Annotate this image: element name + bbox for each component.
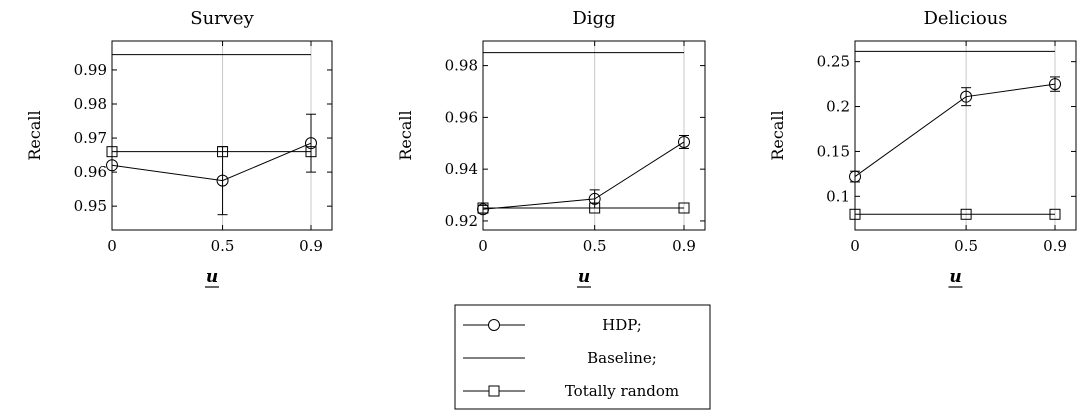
plot-frame — [111, 40, 333, 231]
data-point — [849, 170, 861, 183]
chart-panel-2: Digg 0.92 0.94 0.96 0.98 0 0.5 0.9 Recall u — [396, 8, 706, 288]
series-circle — [106, 113, 317, 216]
legend-label: HDP; — [602, 316, 642, 334]
series-square — [106, 146, 317, 158]
series-line — [854, 83, 1056, 177]
legend: HDP; Baseline; Totally random — [454, 304, 711, 410]
data-point — [960, 90, 973, 103]
chart-title: Survey — [190, 8, 254, 29]
y-tick-label: 0.2 — [826, 98, 850, 116]
y-axis-label: Recall — [25, 110, 44, 160]
x-tick-label: 0.5 — [583, 237, 607, 255]
y-tick-label: 0.25 — [817, 53, 850, 71]
y-tick-label: 0.99 — [74, 61, 107, 79]
data-point — [678, 135, 690, 148]
legend-marker — [488, 319, 500, 331]
x-tick-label: 0.5 — [954, 237, 978, 255]
series-square — [849, 208, 1061, 220]
legend-label: Baseline; — [587, 349, 657, 367]
legend-entry: Totally random — [463, 382, 679, 400]
data-point — [849, 208, 861, 220]
y-tick-label: 0.98 — [74, 95, 107, 113]
legend-label: Totally random — [565, 382, 679, 400]
series-line — [111, 142, 312, 182]
x-tick-label: 0.9 — [672, 237, 696, 255]
y-tick-label: 0.96 — [445, 108, 478, 126]
y-tick-label: 0.97 — [74, 129, 107, 147]
data-point — [305, 146, 317, 158]
legend-marker — [488, 385, 500, 397]
x-tick-label: 0 — [850, 237, 860, 255]
series-line — [482, 141, 685, 210]
data-point — [960, 208, 972, 220]
series-square — [477, 202, 690, 214]
data-point — [106, 159, 118, 172]
y-tick-label: 0.94 — [445, 160, 478, 178]
series-circle — [477, 135, 690, 216]
chart-panels: Survey 0.95 0.96 0.97 0.98 0.99 0 0.5 0.9 Recall u… — [25, 8, 1077, 288]
x-tick-label: 0 — [478, 237, 488, 255]
y-tick-label: 0.15 — [817, 142, 850, 160]
data-point — [477, 202, 489, 214]
chart-title: Digg — [572, 8, 615, 29]
series-circle — [849, 76, 1061, 183]
data-point — [589, 202, 601, 214]
x-axis-label: u — [578, 267, 590, 287]
plot-frame — [482, 40, 706, 231]
x-axis-label: u — [949, 267, 961, 287]
chart-title: Delicious — [923, 8, 1007, 29]
x-tick-label: 0.9 — [1043, 237, 1067, 255]
data-point — [106, 146, 118, 158]
data-point — [1049, 78, 1061, 91]
y-tick-label: 0.92 — [445, 212, 478, 230]
legend-entry: HDP; — [463, 316, 642, 334]
legend-entry: Baseline; — [463, 349, 657, 367]
y-tick-label: 0.96 — [74, 163, 107, 181]
x-tick-label: 0 — [107, 237, 117, 255]
chart-panel-3: Delicious 0.1 0.15 0.2 0.25 0 0.5 0.9 Recall u — [768, 8, 1077, 288]
x-tick-label: 0.9 — [299, 237, 323, 255]
data-point — [216, 174, 229, 187]
data-point — [1049, 208, 1061, 220]
y-tick-label: 0.95 — [74, 197, 107, 215]
y-axis-label: Recall — [768, 110, 787, 160]
data-point — [678, 202, 690, 214]
y-tick-label: 0.98 — [445, 57, 478, 75]
data-point — [588, 192, 601, 205]
y-tick-label: 0.1 — [826, 187, 850, 205]
y-axis-label: Recall — [396, 110, 415, 160]
data-point — [305, 137, 317, 150]
x-tick-label: 0.5 — [211, 237, 235, 255]
chart-panel-1: Survey 0.95 0.96 0.97 0.98 0.99 0 0.5 0.9 Recall u — [25, 8, 333, 288]
plot-frame — [854, 40, 1077, 231]
x-axis-label: u — [206, 267, 218, 287]
data-point — [217, 146, 229, 158]
